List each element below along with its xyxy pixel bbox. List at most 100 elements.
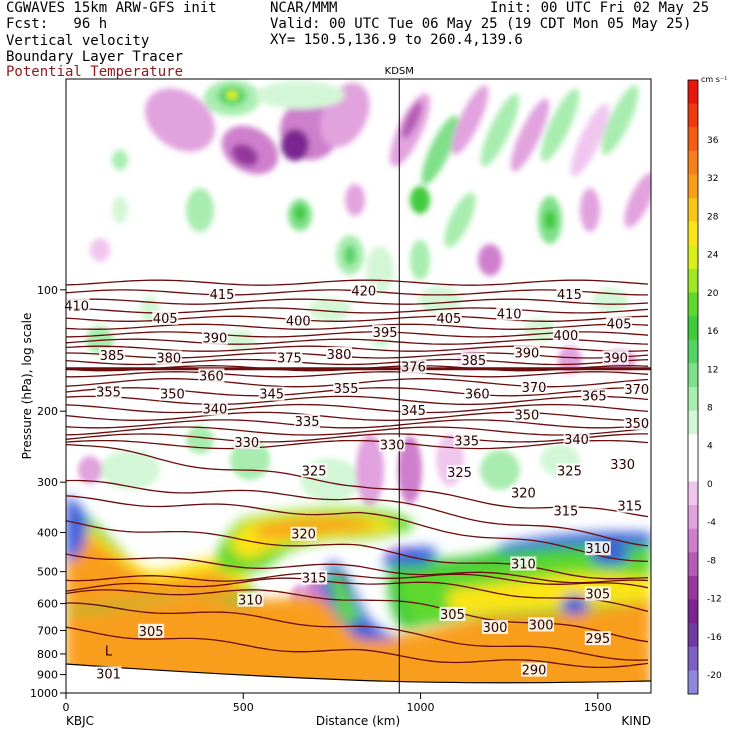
theta-label: 301	[96, 668, 121, 683]
colorbar-tick-label: -12	[707, 595, 722, 605]
theta-contour	[66, 426, 649, 436]
colorbar-swatch	[688, 623, 698, 648]
theta-label-bg	[258, 386, 285, 401]
theta-label-bg	[233, 435, 260, 450]
theta-label-bg	[152, 310, 179, 325]
theta-label-bg	[584, 541, 611, 556]
boundary-layer-tracer	[66, 495, 651, 693]
theta-label: 355	[96, 386, 121, 401]
theta-label-bg	[435, 310, 462, 325]
theta-label-bg	[606, 316, 633, 331]
colorbar-tick-label: -4	[707, 518, 716, 528]
forecast-hour: Fcst: 96 h	[6, 16, 108, 32]
theta-label: 310	[511, 557, 536, 572]
theta-label-bg	[521, 662, 547, 677]
theta-label-bg	[372, 325, 399, 340]
kdsm-label: KDSM	[385, 66, 414, 77]
theta-label: 410	[497, 307, 522, 322]
field-vertical-velocity: Vertical velocity	[6, 33, 150, 49]
y-tick-label: 1000	[30, 687, 58, 700]
theta-label-bg	[99, 348, 126, 363]
theta-label: 325	[557, 464, 582, 479]
theta-label: 390	[202, 331, 227, 346]
plot-frame	[65, 78, 652, 694]
theta-label-bg	[333, 380, 360, 395]
theta-label-bg	[276, 350, 303, 365]
station-left-label: KBJC	[66, 714, 94, 728]
theta-label: 415	[210, 288, 235, 303]
x-axis-title: Distance (km)	[316, 714, 400, 728]
colorbar-tick-label: 36	[707, 136, 719, 146]
colorbar-tick-label: 0	[707, 480, 713, 490]
colorbar-swatch	[688, 481, 698, 506]
theta-label-bg	[510, 485, 537, 500]
theta-contour	[66, 479, 649, 547]
theta-label-bg	[623, 381, 650, 396]
colorbar-swatch	[688, 339, 698, 364]
theta-label: 345	[259, 388, 284, 403]
colorbar-swatch	[688, 434, 698, 459]
colorbar-tick-label: 28	[707, 212, 719, 222]
theta-label-bg	[350, 283, 377, 298]
theta-label: 315	[617, 500, 642, 515]
theta-label-bg	[528, 617, 555, 632]
theta-label: 360	[465, 388, 490, 403]
theta-label-bg	[294, 414, 321, 429]
theta-contour	[66, 433, 648, 443]
theta-label: 330	[234, 436, 259, 451]
y-tick-label: 100	[37, 284, 58, 297]
colorbar-swatch	[688, 316, 698, 341]
theta-label-bg	[379, 437, 406, 452]
colorbar-swatch	[688, 505, 698, 530]
theta-label-bg	[95, 666, 122, 681]
theta-label: 405	[153, 312, 178, 327]
theta-contour	[66, 419, 649, 429]
theta-contour	[66, 443, 649, 518]
y-axis-title: Pressure (hPa), log scale	[20, 313, 34, 460]
theta-label: 375	[277, 351, 302, 366]
field-boundary-layer-tracer: Boundary Layer Tracer	[6, 49, 184, 65]
theta-label: 350	[160, 388, 185, 403]
theta-label-bg	[201, 401, 228, 416]
theta-label: 365	[582, 390, 607, 405]
theta-label-bg	[159, 386, 186, 401]
x-tick-label: 1500	[584, 701, 612, 714]
theta-contour	[66, 495, 649, 563]
theta-label-bg	[326, 346, 352, 361]
colorbar-swatch	[688, 150, 698, 175]
station-right-label: KIND	[621, 714, 651, 728]
y-tick-label: 800	[37, 648, 58, 661]
field-potential-temperature: Potential Temperature	[6, 64, 184, 80]
theta-contour	[66, 553, 649, 584]
theta-label: 305	[585, 588, 610, 603]
y-axis-ticks: 100 200 300 400 500 600 700 800 900 1000	[30, 284, 66, 700]
colorbar-swatch	[688, 80, 698, 105]
colorbar-swatch	[688, 387, 698, 412]
theta-label: 320	[291, 528, 316, 543]
theta-contour	[66, 371, 649, 378]
theta-label: 380	[327, 348, 352, 363]
colorbar-swatch	[688, 670, 698, 695]
y-tick-label: 900	[37, 669, 58, 682]
theta-label-bg	[584, 631, 611, 646]
theta-label: 400	[553, 329, 578, 344]
theta-label: 415	[557, 288, 582, 303]
theta-label: 360	[199, 369, 224, 384]
theta-contour	[66, 395, 649, 406]
theta-label-bg	[623, 415, 650, 430]
theta-label-bg	[552, 503, 579, 518]
theta-label: 380	[156, 351, 181, 366]
theta-label-bg	[616, 498, 643, 513]
theta-label: 340	[202, 402, 227, 417]
theta-label-bg	[556, 463, 583, 478]
theta-label: 305	[440, 608, 465, 623]
colorbar-swatch	[688, 198, 698, 223]
theta-label: 405	[436, 312, 461, 327]
theta-contour	[66, 411, 649, 422]
theta-label-bg	[460, 352, 487, 367]
y-tick-label: 200	[37, 405, 58, 418]
valid-time: Valid: 00 UTC Tue 06 May 25 (19 CDT Mon …	[270, 16, 692, 32]
theta-label: 350	[624, 417, 649, 432]
theta-label: 355	[334, 382, 359, 397]
